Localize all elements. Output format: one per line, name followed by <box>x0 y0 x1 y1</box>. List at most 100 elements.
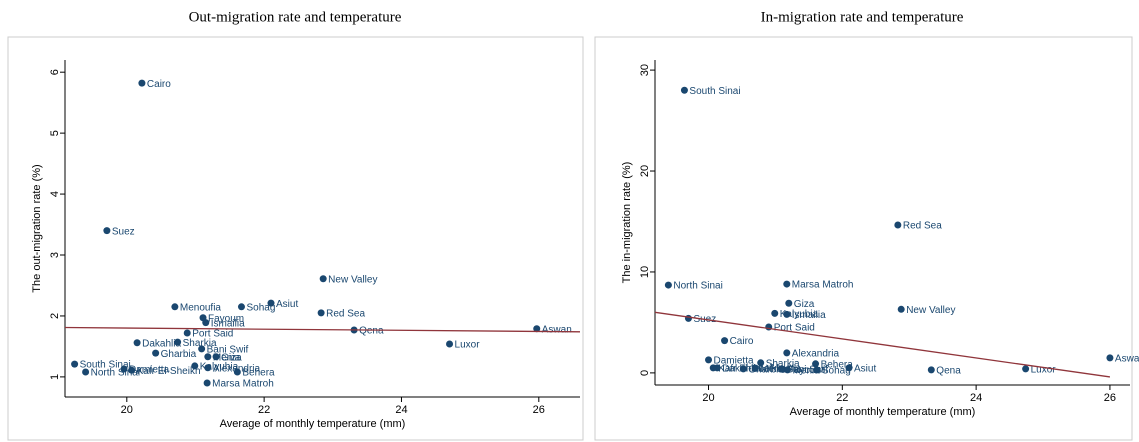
x-tick-label: 20 <box>121 404 133 416</box>
point-label: Marsa Matroh <box>212 379 274 390</box>
point <box>267 299 275 307</box>
point-label: Qena <box>936 366 961 377</box>
point-label: Menoufia <box>180 302 222 313</box>
point <box>845 364 853 372</box>
point <box>202 319 210 327</box>
point-label: Giza <box>794 299 815 310</box>
point <box>721 337 729 345</box>
x-tick-label: 20 <box>702 392 714 404</box>
point <box>812 360 820 368</box>
point <box>203 379 211 387</box>
y-tick-label: 30 <box>639 64 651 76</box>
point <box>751 364 759 372</box>
point-label: New Valley <box>906 305 955 316</box>
point-label: Menia <box>213 352 241 363</box>
point <box>664 281 672 289</box>
point-label: Kafr El-Sheikh <box>718 363 782 374</box>
point-label: Port Said <box>774 323 815 334</box>
y-tick-label: 2 <box>49 313 61 319</box>
point <box>191 362 199 370</box>
point <box>709 364 717 372</box>
point <box>212 353 220 361</box>
point <box>198 345 206 353</box>
y-tick-label: 6 <box>49 69 61 75</box>
point <box>894 221 902 229</box>
y-tick-label: 4 <box>49 191 61 197</box>
point-label: South Sinai <box>80 360 131 371</box>
point <box>82 368 90 376</box>
point-label: Menia <box>792 366 820 377</box>
x-axis-label: Average of monthly temperature (mm) <box>790 406 976 418</box>
point <box>684 314 692 322</box>
y-tick-label: 3 <box>49 252 61 258</box>
point-label: Luxor <box>1031 364 1057 375</box>
point <box>237 303 245 311</box>
y-tick-label: 20 <box>639 165 651 177</box>
point-label: Gharbia <box>748 364 784 375</box>
point <box>783 349 791 357</box>
point-label: Kalyubia <box>780 309 819 320</box>
point <box>1022 365 1030 373</box>
point <box>757 359 765 367</box>
point-label: Fayoum <box>208 313 244 324</box>
point <box>783 366 791 374</box>
point <box>783 310 791 318</box>
point-label: New Valley <box>328 274 377 285</box>
point-label: Red Sea <box>326 309 365 320</box>
point <box>183 329 191 337</box>
point <box>1106 354 1114 362</box>
y-tick-label: 10 <box>639 266 651 278</box>
point-label: Aswan <box>1115 353 1139 364</box>
x-tick-label: 22 <box>258 404 270 416</box>
point-label: Damietta <box>129 365 169 376</box>
point-label: Cairo <box>147 79 171 90</box>
chart-title: In-migration rate and temperature <box>761 9 964 25</box>
point-label: South Sinai <box>689 86 740 97</box>
point <box>680 86 688 94</box>
point <box>174 338 182 346</box>
point <box>133 339 141 347</box>
point-label: Bani Swif <box>207 344 249 355</box>
point-label: Ismailia <box>211 318 245 329</box>
point <box>120 365 128 373</box>
point <box>813 366 821 374</box>
point-label: Asiut <box>854 363 876 374</box>
point-label: Sharkia <box>183 338 217 349</box>
point-label: Damietta <box>714 356 754 367</box>
point-label: Marsa Matroh <box>792 280 854 291</box>
point <box>128 366 136 374</box>
y-tick-label: 5 <box>49 130 61 136</box>
y-axis-label: The in-migration rate (%) <box>621 162 633 284</box>
point <box>533 325 541 333</box>
fit-line <box>654 311 1111 378</box>
y-tick-label: 0 <box>639 370 651 376</box>
point <box>785 299 793 307</box>
point <box>319 275 327 283</box>
point-label: Sohag <box>246 302 275 313</box>
point-label: Aswan <box>542 324 572 335</box>
point-label: Behera <box>821 359 854 370</box>
point <box>317 309 325 317</box>
panel-frame <box>594 36 1133 441</box>
point <box>783 280 791 288</box>
point-label: Suez <box>112 226 135 237</box>
point <box>71 360 79 368</box>
point <box>204 353 212 361</box>
point-label: Red Sea <box>903 221 942 232</box>
x-tick-label: 24 <box>395 404 407 416</box>
point-label: Sharkia <box>766 358 800 369</box>
x-tick-label: 26 <box>1104 392 1116 404</box>
y-axis-label: The out-migration rate (%) <box>31 164 43 292</box>
point-label: Sohag <box>822 366 851 377</box>
point <box>152 349 160 357</box>
y-tick-label: 1 <box>49 374 61 380</box>
point <box>705 356 713 364</box>
x-tick-label: 26 <box>533 404 545 416</box>
chart-title: Out-migration rate and temperature <box>189 9 402 25</box>
point-label: Fayoum <box>788 365 824 376</box>
point-label: Cairo <box>730 336 754 347</box>
point-label: Ismailia <box>792 310 826 321</box>
point-label: Behera <box>242 368 275 379</box>
point <box>771 309 779 317</box>
